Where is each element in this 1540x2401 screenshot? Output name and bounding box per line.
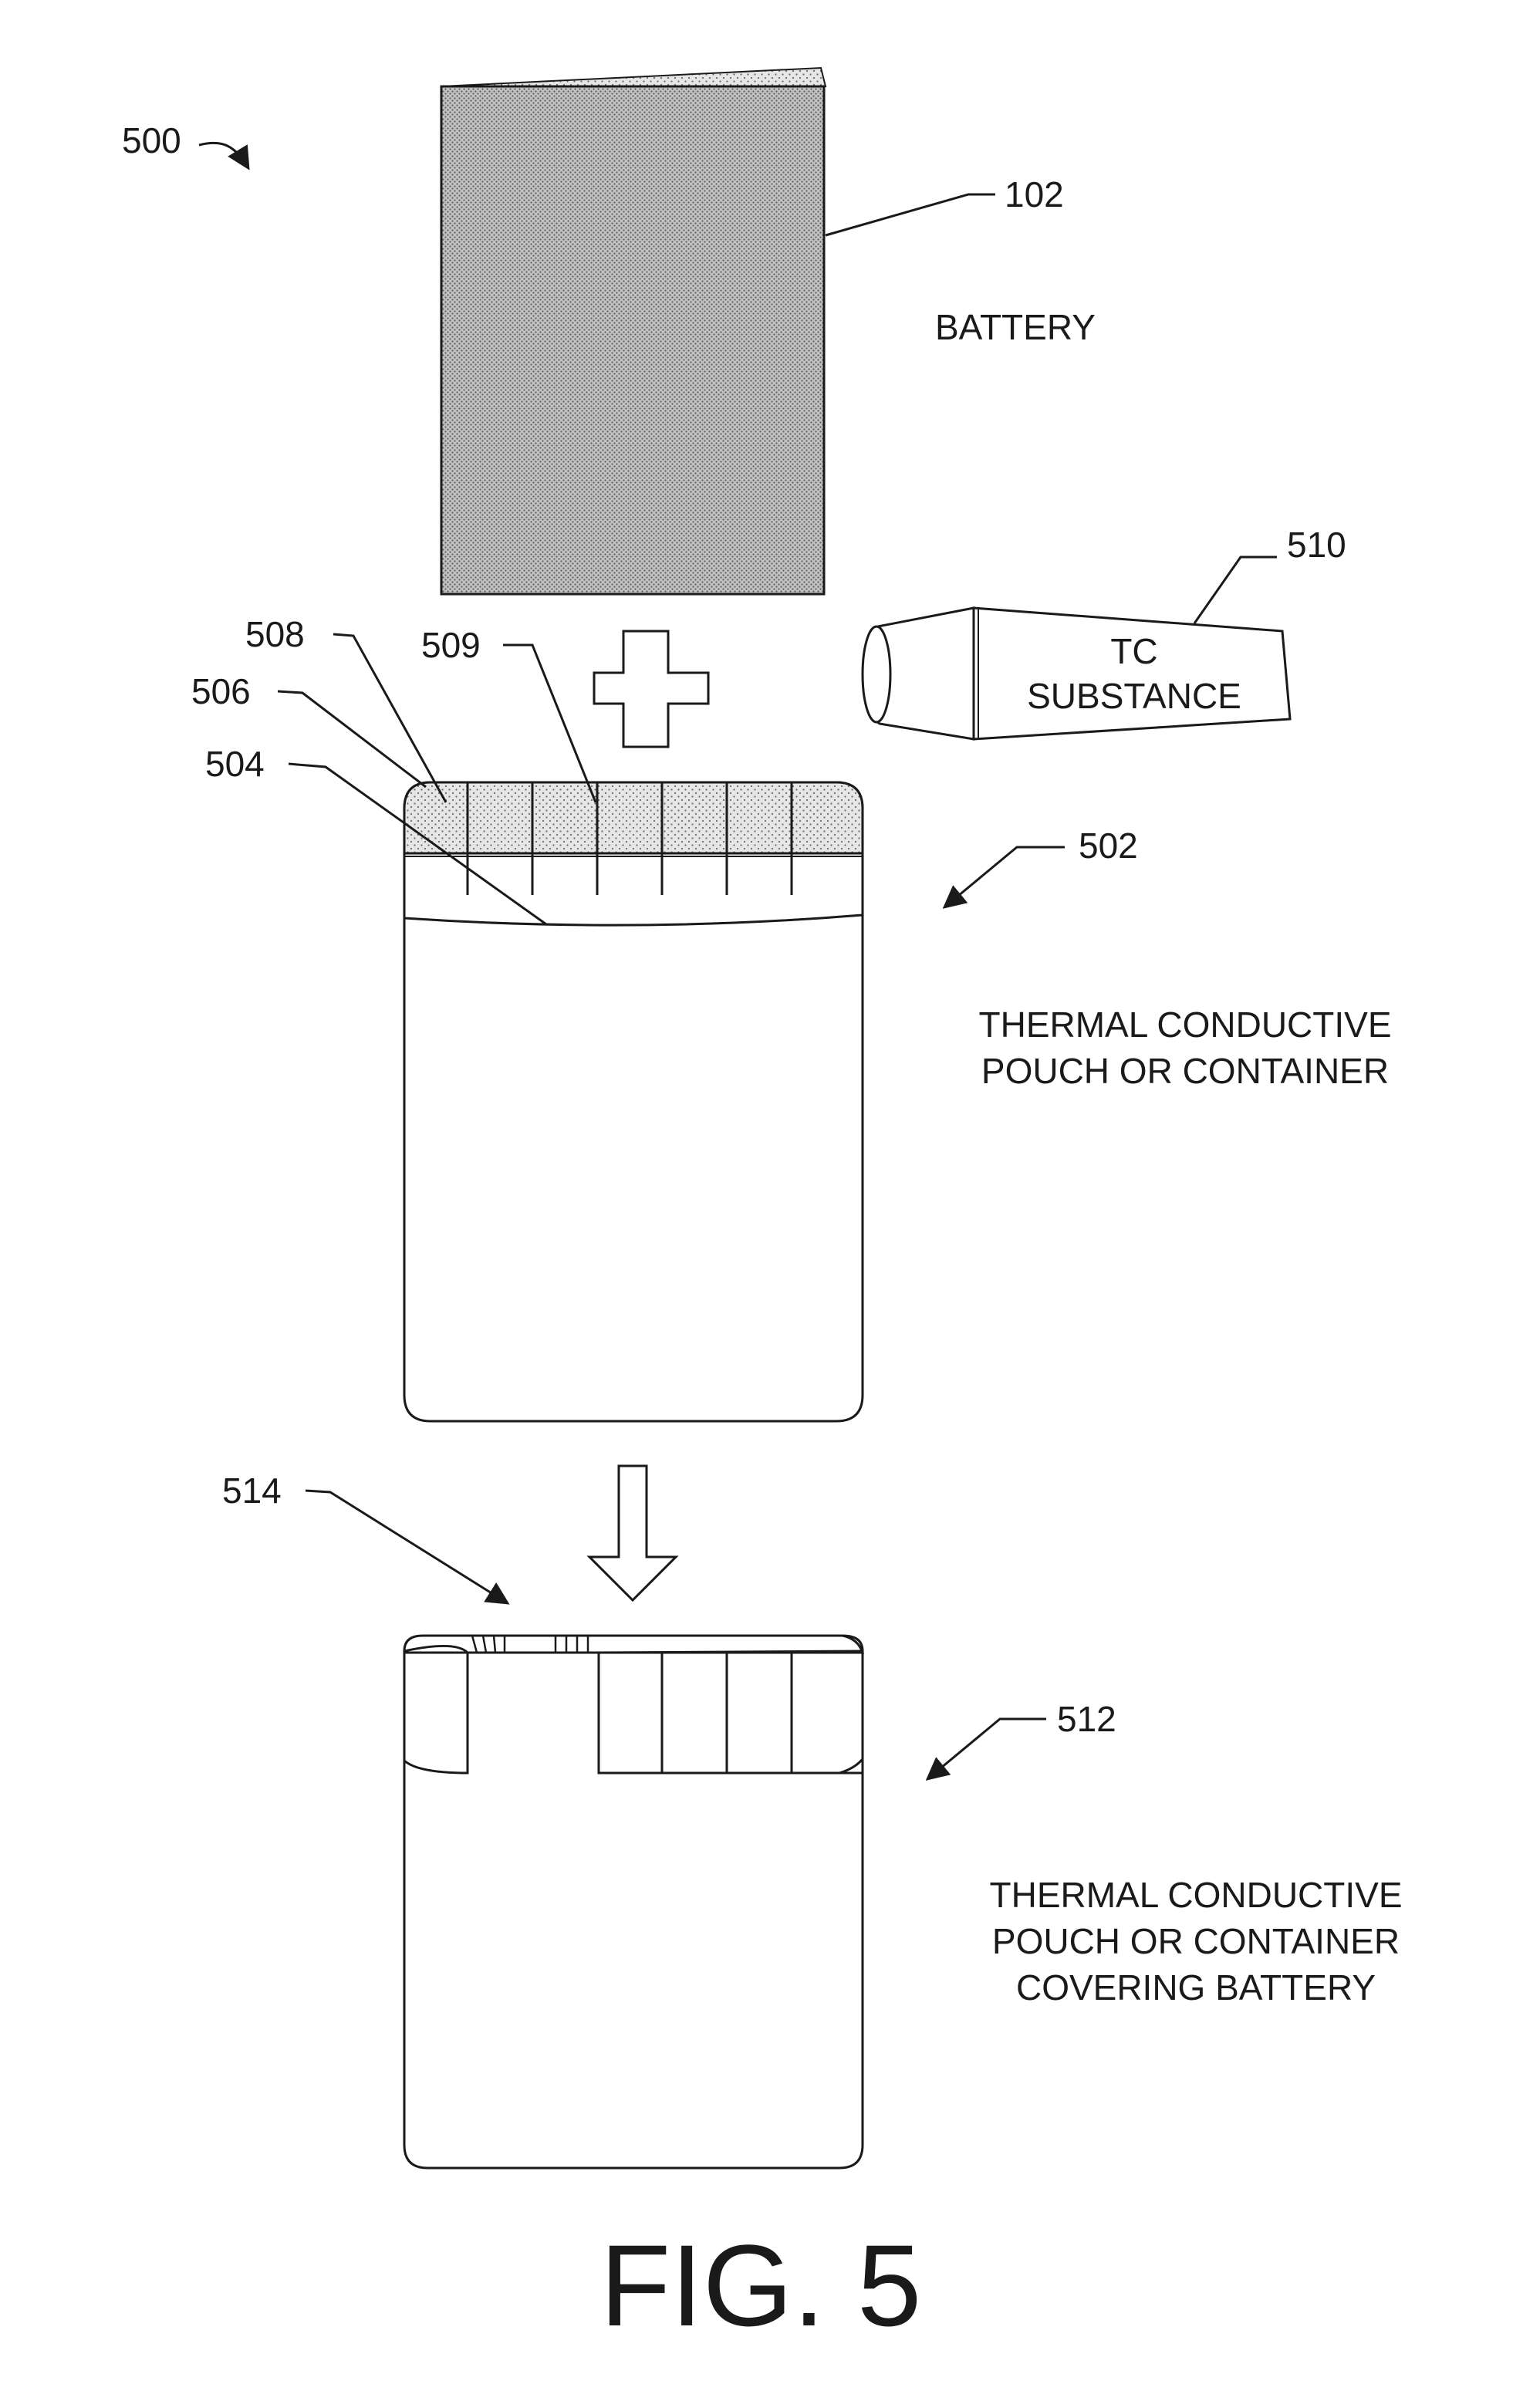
- tc-substance-tube: TC SUBSTANCE 510: [863, 525, 1346, 739]
- sealed-pouch: 514 512 THERMAL CONDUCTIVE POUCH OR CONT…: [222, 1471, 1403, 2168]
- tube-nozzle-opening: [863, 626, 890, 722]
- sealed-label-line1: THERMAL CONDUCTIVE: [990, 1875, 1403, 1915]
- ref-512-label: 512: [1057, 1699, 1116, 1739]
- ref-500-label: 500: [122, 120, 181, 160]
- battery-body: [441, 86, 824, 594]
- tc-label-line2: SUBSTANCE: [1027, 676, 1241, 716]
- ref-502-label: 502: [1079, 826, 1138, 866]
- sealed-left-tab: [404, 1646, 468, 1773]
- ref-510-leader: [1194, 557, 1277, 623]
- ref-509-label: 509: [421, 625, 481, 665]
- ref-508-label: 508: [245, 614, 305, 654]
- pouch-body: [404, 782, 863, 1421]
- ref-102-leader: [826, 194, 995, 235]
- ref-512-arrow: [927, 1719, 1046, 1779]
- tube-body: [974, 608, 1290, 739]
- sealed-label-line2: POUCH OR CONTAINER: [992, 1921, 1400, 1961]
- ref-506-label: 506: [191, 671, 251, 711]
- ref-506-leader: [278, 691, 426, 787]
- ref-514-label: 514: [222, 1471, 282, 1511]
- ref-509-leader: [503, 645, 596, 802]
- pouch-label-line2: POUCH OR CONTAINER: [981, 1051, 1389, 1091]
- ref-510-label: 510: [1287, 525, 1346, 565]
- down-arrow-icon: [589, 1466, 676, 1600]
- plus-icon: [594, 631, 708, 747]
- sealed-right-tabs: [599, 1651, 863, 1773]
- ref-502-arrow: [944, 847, 1065, 907]
- tc-label-line1: TC: [1110, 631, 1157, 671]
- sealed-label-line3: COVERING BATTERY: [1016, 1967, 1376, 2008]
- battery-top-face: [441, 68, 826, 86]
- pouch-label-line1: THERMAL CONDUCTIVE: [979, 1005, 1392, 1045]
- figure-ref-500: 500: [122, 120, 248, 168]
- figure-title: FIG. 5: [600, 2220, 922, 2350]
- ref-500-arrow: [199, 143, 248, 168]
- battery-label: BATTERY: [935, 307, 1096, 347]
- battery: 102 BATTERY: [441, 68, 1096, 594]
- ref-102-label: 102: [1005, 174, 1064, 214]
- ref-514-arrow: [306, 1491, 508, 1603]
- seal-region: [404, 782, 863, 853]
- ref-504-label: 504: [205, 744, 265, 784]
- open-pouch: 508 509 506 504 502 THERMAL CONDUCTIVE P…: [191, 614, 1392, 1421]
